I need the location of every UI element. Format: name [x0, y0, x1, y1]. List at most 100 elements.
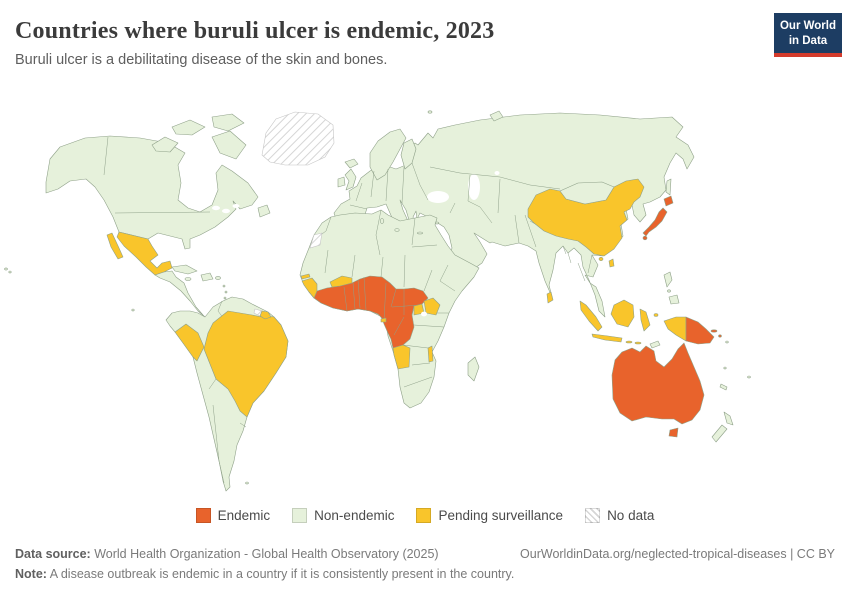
country-timor[interactable] — [649, 340, 661, 349]
country-papua-new-guinea[interactable] — [685, 316, 715, 345]
country-peru[interactable] — [174, 323, 205, 362]
country-burkina-faso[interactable] — [329, 275, 353, 288]
sardinia — [379, 218, 385, 224]
note-value: A disease outbreak is endemic in a count… — [46, 567, 515, 581]
country-angola[interactable] — [392, 344, 411, 370]
novaya-zemlya — [489, 110, 504, 122]
legend-item-endemic[interactable]: Endemic — [195, 508, 271, 523]
footer-link[interactable]: OurWorldinData.org/neglected-tropical-di… — [520, 547, 835, 561]
legend-label-endemic: Endemic — [217, 508, 271, 523]
country-japan-honshu[interactable] — [642, 207, 668, 237]
halmahera — [653, 313, 659, 317]
lesser-sunda — [634, 341, 642, 345]
great-lake — [222, 208, 230, 214]
country-australia-tasmania[interactable] — [668, 427, 679, 438]
lake-victoria — [421, 311, 427, 317]
legend-item-pending-surveillance[interactable]: Pending surveillance — [416, 508, 563, 523]
aral-sea — [494, 171, 500, 175]
legend-swatch-pending-surveillance — [416, 508, 432, 523]
country-western-sahara[interactable] — [309, 232, 323, 249]
region-eurasia[interactable] — [333, 112, 695, 318]
country-kenya[interactable] — [423, 297, 441, 316]
country-indonesia-sumatra[interactable] — [579, 300, 603, 332]
borders-north-africa — [317, 209, 438, 288]
country-australia[interactable] — [611, 342, 705, 425]
country-ireland[interactable] — [337, 176, 346, 188]
solomon-islands — [725, 340, 729, 344]
country-mexico-baja[interactable] — [106, 232, 124, 260]
world-map[interactable] — [0, 105, 850, 495]
lesser-antilles — [223, 296, 227, 300]
country-hispaniola[interactable] — [200, 272, 214, 282]
country-jamaica[interactable] — [184, 277, 192, 281]
sakhalin — [665, 178, 672, 196]
owid-logo[interactable]: Our World in Data — [774, 13, 842, 54]
country-taiwan[interactable] — [608, 258, 615, 268]
sicily — [394, 228, 400, 232]
lesser-antilles — [222, 284, 226, 288]
png-bougainville — [718, 334, 722, 338]
png-new-britain — [710, 329, 718, 333]
arctic-islands[interactable] — [151, 113, 247, 160]
country-puerto-rico[interactable] — [215, 276, 221, 280]
country-brazil[interactable] — [203, 310, 289, 418]
country-japan-kyushu[interactable] — [642, 235, 648, 241]
caspian-sea — [468, 174, 480, 200]
borders-central-asia — [429, 166, 561, 244]
data-source-value: World Health Organization - Global Healt… — [90, 547, 439, 561]
country-mongolia[interactable] — [559, 181, 615, 205]
border-chile-argentina — [212, 404, 225, 484]
new-caledonia — [719, 383, 728, 391]
borders-europe — [349, 162, 429, 210]
country-mexico[interactable] — [116, 231, 173, 276]
owid-logo-line1: Our World — [779, 20, 836, 32]
falklands — [245, 481, 249, 485]
legend-label-no-data: No data — [607, 508, 655, 523]
legend-label-pending-surveillance: Pending surveillance — [438, 508, 564, 523]
legend-item-no-data[interactable]: No data — [585, 508, 654, 523]
country-indonesia-java[interactable] — [591, 333, 623, 343]
country-gambia[interactable] — [300, 273, 311, 280]
country-indonesia-sulawesi[interactable] — [639, 308, 651, 332]
map-legend: Endemic Non-endemic Pending surveillance… — [0, 508, 850, 523]
great-lake — [232, 204, 240, 208]
country-sri-lanka[interactable] — [546, 291, 554, 304]
country-philippines[interactable] — [663, 271, 680, 305]
country-malaysia-borneo[interactable] — [610, 299, 635, 328]
region-scandinavia[interactable] — [369, 128, 407, 181]
owid-logo-line2: in Data — [788, 34, 828, 47]
svalbard — [427, 110, 433, 114]
country-united-kingdom[interactable] — [344, 168, 357, 191]
page-title: Countries where buruli ulcer is endemic,… — [15, 18, 495, 44]
country-madagascar[interactable] — [467, 356, 480, 382]
country-hainan[interactable] — [598, 257, 604, 262]
country-indonesia-papua[interactable] — [663, 316, 687, 342]
country-iceland[interactable] — [344, 158, 359, 169]
country-north-america[interactable] — [45, 135, 259, 250]
country-french-guiana[interactable] — [259, 310, 272, 320]
region-central-america[interactable] — [154, 270, 206, 318]
border-us-canada — [114, 211, 211, 214]
black-sea — [427, 191, 449, 203]
lesser-sunda — [625, 340, 633, 344]
lesser-antilles — [224, 290, 228, 294]
fiji — [747, 375, 751, 379]
country-newfoundland[interactable] — [257, 204, 271, 218]
vanuatu — [723, 366, 727, 370]
cyprus — [434, 221, 440, 225]
country-japan-hokkaido[interactable] — [663, 195, 674, 207]
owid-logo-accent-bar — [774, 53, 842, 57]
country-greenland[interactable] — [261, 111, 335, 166]
legend-item-non-endemic[interactable]: Non-endemic — [292, 508, 394, 523]
border-uruguay — [239, 422, 247, 428]
border-alaska-canada — [103, 136, 109, 176]
country-equatorial-guinea[interactable] — [380, 317, 387, 323]
country-guinea-and-guinea-bissau[interactable] — [301, 277, 318, 299]
country-cuba[interactable] — [171, 264, 198, 275]
data-source-label: Data source: — [15, 547, 91, 561]
country-malawi[interactable] — [427, 345, 434, 363]
hawaii — [8, 270, 12, 274]
country-new-zealand[interactable] — [711, 411, 734, 443]
borders-west-africa — [343, 276, 421, 336]
legend-swatch-endemic — [195, 508, 211, 523]
